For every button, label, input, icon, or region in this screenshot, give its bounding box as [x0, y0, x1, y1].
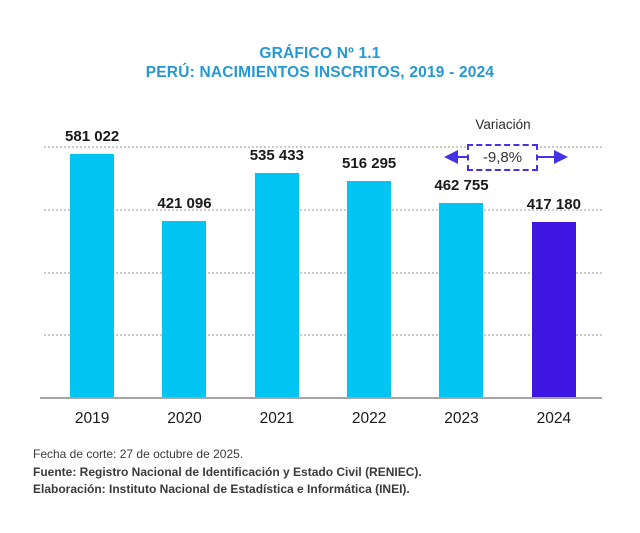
chart-title: GRÁFICO Nº 1.1 PERÚ: NACIMIENTOS INSCRIT… [0, 44, 640, 82]
gridline-600000 [44, 146, 602, 148]
bar-group-2020: 421 096 2020 [138, 146, 230, 427]
value-label-2021: 535 433 [249, 147, 304, 165]
bar-2024 [531, 222, 576, 397]
right-arrow-icon [538, 150, 568, 164]
value-label-2019: 581 022 [65, 127, 120, 145]
x-tick-2024: 2024 [536, 410, 572, 427]
value-label-2024: 417 180 [526, 196, 581, 214]
x-tick-2020: 2020 [167, 410, 202, 427]
bar-group-2019: 581 022 2019 [46, 128, 138, 427]
bar-group-2023: 462 755 2023 [415, 146, 507, 427]
bar-group-2024: 417 180 2024 [508, 146, 600, 427]
gridline-150000 [44, 334, 602, 337]
left-arrow-icon [444, 150, 467, 164]
value-label-2023: 462 755 [434, 177, 489, 195]
gridline-450000 [44, 208, 602, 211]
variation-value-box: -9,8% [467, 144, 538, 171]
x-axis-line [40, 397, 602, 399]
footer-elaboration: Elaboración: Instituto Nacional de Estad… [33, 482, 410, 496]
bar-2021 [254, 173, 299, 397]
x-tick-2019: 2019 [74, 410, 110, 427]
plot-area: 581 022 2019 421 096 2020 535 433 2021 516 295… [40, 128, 602, 427]
footer-source: Fuente: Registro Nacional de Identificac… [33, 464, 422, 479]
chart-footer: Fecha de corte: 27 de octubre de 2025. F… [33, 446, 613, 499]
bar-2020 [162, 220, 207, 397]
variation-label: Variación [475, 117, 531, 132]
chart-title-line1: GRÁFICO Nº 1.1 [259, 45, 381, 62]
footer-date: Fecha de corte: 27 de octubre de 2025. [33, 447, 244, 461]
x-tick-2023: 2023 [444, 410, 479, 427]
gridline-300000 [44, 271, 602, 274]
x-tick-2022: 2022 [351, 410, 387, 427]
bar-2022 [347, 181, 392, 397]
bar-2023 [439, 203, 484, 397]
bar-2019 [70, 153, 115, 397]
value-label-2020: 421 096 [157, 194, 212, 212]
value-label-2022: 516 295 [342, 155, 397, 173]
x-tick-2021: 2021 [259, 410, 295, 427]
chart-title-line2: PERÚ: NACIMIENTOS INSCRITOS, 2019 - 2024 [145, 64, 495, 81]
bar-group-2021: 535 433 2021 [231, 146, 323, 427]
bar-group-2022: 516 295 2022 [323, 146, 415, 427]
